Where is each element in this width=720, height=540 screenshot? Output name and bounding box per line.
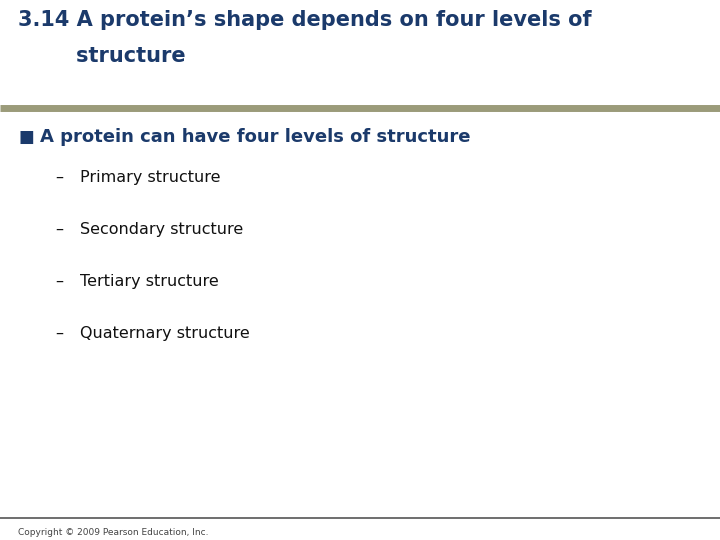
Text: Tertiary structure: Tertiary structure [80,274,219,289]
Text: Quaternary structure: Quaternary structure [80,326,250,341]
Text: –: – [55,326,63,341]
Text: A protein can have four levels of structure: A protein can have four levels of struct… [40,128,470,146]
Text: Secondary structure: Secondary structure [80,222,243,237]
Text: –: – [55,222,63,237]
Text: –: – [55,274,63,289]
Text: –: – [55,170,63,185]
Text: structure: structure [18,46,186,66]
Text: Copyright © 2009 Pearson Education, Inc.: Copyright © 2009 Pearson Education, Inc. [18,528,209,537]
Text: 3.14 A protein’s shape depends on four levels of: 3.14 A protein’s shape depends on four l… [18,10,592,30]
Text: Primary structure: Primary structure [80,170,220,185]
Text: ■: ■ [18,128,34,146]
